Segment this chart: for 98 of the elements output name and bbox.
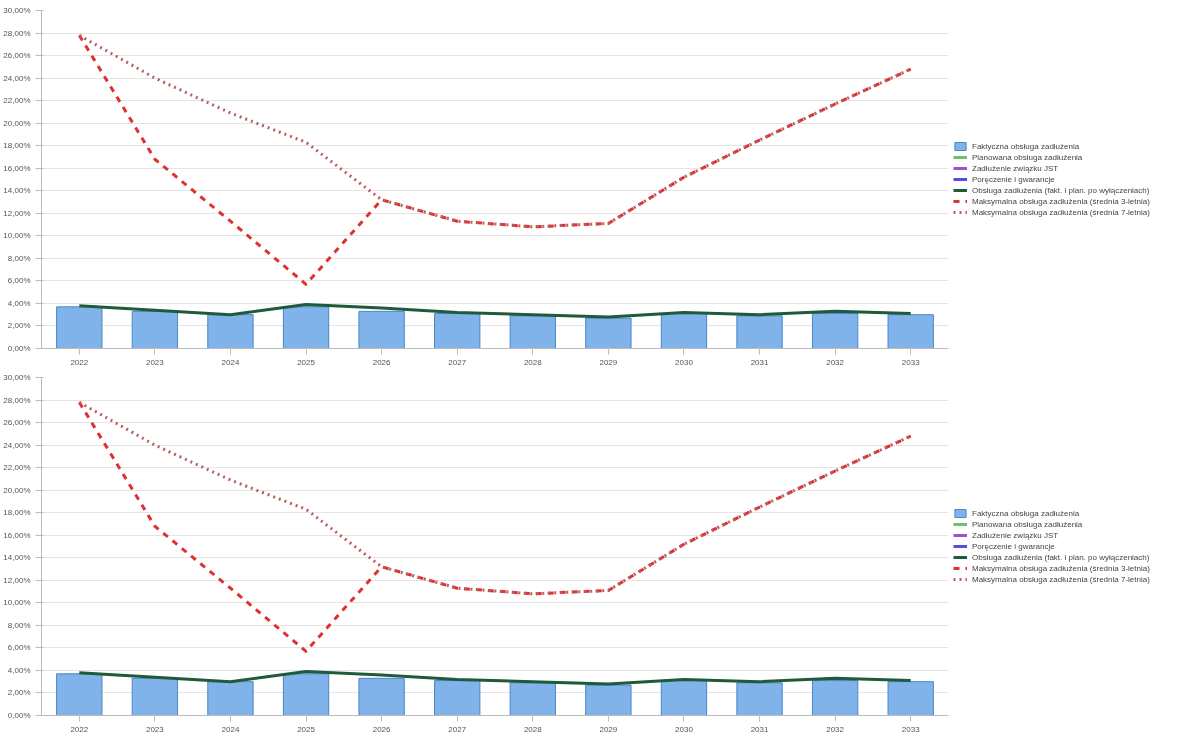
legend-label: Faktyczna obsługa zadłużenia <box>972 508 1080 518</box>
line-series <box>77 33 913 286</box>
x-tick-label: 2033 <box>901 724 921 734</box>
y-tick-label: 24,00% <box>3 440 31 450</box>
y-tick-label: 28,00% <box>3 395 31 405</box>
bar <box>56 673 103 716</box>
bar <box>660 313 708 349</box>
bar <box>887 314 934 349</box>
y-tick-label: 14,00% <box>3 186 31 196</box>
bar <box>585 684 632 716</box>
bar <box>282 306 330 349</box>
bar <box>207 314 254 349</box>
legend-label: Maksymalna obsługa zadłużenia (średnia 7-letnia) <box>972 207 1150 217</box>
y-tick-label: 30,00% <box>3 373 31 382</box>
x-tick-label: 2023 <box>145 357 165 367</box>
y-tick-label: 26,00% <box>3 51 31 61</box>
legend-label: Planowana obsługa zadłużenia <box>972 519 1083 529</box>
y-tick-label: 10,00% <box>3 598 31 608</box>
x-tick-label: 2026 <box>372 724 392 734</box>
y-tick-label: 30,00% <box>3 6 31 15</box>
line-series <box>77 670 913 686</box>
x-tick-label: 2027 <box>448 357 467 367</box>
y-tick-label: 18,00% <box>3 141 31 151</box>
y-tick-label: 6,00% <box>7 276 31 286</box>
line-series <box>77 303 913 319</box>
y-tick-label: 12,00% <box>3 575 31 585</box>
legend-label: Maksymalna obsługa zadłużenia (średnia 3-letnia) <box>972 563 1150 573</box>
y-tick-label: 16,00% <box>3 163 31 173</box>
bar <box>434 680 481 716</box>
x-tick-label: 2028 <box>523 724 543 734</box>
y-tick-label: 8,00% <box>7 620 31 630</box>
x-tick-label: 2032 <box>826 724 845 734</box>
x-tick-label: 2033 <box>901 357 921 367</box>
x-tick-label: 2026 <box>372 357 392 367</box>
y-tick-label: 26,00% <box>3 418 31 428</box>
bar <box>585 317 632 349</box>
y-tick-label: 4,00% <box>7 665 31 675</box>
legend-label: Planowana obsługa zadłużenia <box>972 152 1083 162</box>
x-tick-label: 2029 <box>599 724 618 734</box>
y-tick-label: 4,00% <box>7 298 31 308</box>
y-tick-label: 6,00% <box>7 643 31 653</box>
y-tick-label: 28,00% <box>3 28 31 38</box>
x-tick-label: 2025 <box>297 724 316 734</box>
bar <box>358 677 405 716</box>
bar <box>736 315 783 349</box>
bar <box>56 306 103 349</box>
bar <box>509 315 556 349</box>
x-tick-label: 2030 <box>675 357 694 367</box>
x-tick-label: 2025 <box>297 357 316 367</box>
legend-label: Zadłużenie związku JST <box>972 163 1059 173</box>
x-tick-label: 2031 <box>750 724 769 734</box>
y-tick-label: 10,00% <box>3 231 31 241</box>
bar <box>207 681 254 716</box>
line-series <box>77 400 913 653</box>
y-tick-label: 8,00% <box>7 253 31 263</box>
bar <box>434 313 481 349</box>
x-tick-label: 2022 <box>70 357 89 367</box>
x-tick-label: 2023 <box>145 724 165 734</box>
y-tick-label: 2,00% <box>7 688 31 698</box>
legend-label: Poręczenie i gwarancje <box>972 541 1055 551</box>
y-tick-label: 20,00% <box>3 485 31 495</box>
y-tick-label: 20,00% <box>3 118 31 128</box>
legend-label: Poręczenie i gwarancje <box>972 174 1055 184</box>
bar <box>131 310 179 349</box>
y-tick-label: 0,00% <box>7 711 31 720</box>
bar <box>736 682 783 716</box>
x-tick-label: 2028 <box>523 357 543 367</box>
bar <box>811 680 859 716</box>
x-tick-label: 2030 <box>675 724 694 734</box>
x-tick-label: 2027 <box>448 724 467 734</box>
bar <box>811 313 859 349</box>
legend-label: Obsługa zadłużenia (fakt. i plan. po wyłączeniach) <box>972 185 1150 195</box>
x-tick-label: 2022 <box>70 724 89 734</box>
legend-label: Maksymalna obsługa zadłużenia (średnia 7-letnia) <box>972 574 1150 584</box>
legend-label: Zadłużenie związku JST <box>972 530 1059 540</box>
bar <box>358 310 405 349</box>
legend-label: Maksymalna obsługa zadłużenia (średnia 3-letnia) <box>972 196 1150 206</box>
bar <box>660 680 708 716</box>
y-tick-label: 0,00% <box>7 344 31 353</box>
bar <box>509 682 556 716</box>
y-tick-label: 22,00% <box>3 463 31 473</box>
y-tick-label: 16,00% <box>3 530 31 540</box>
y-tick-label: 18,00% <box>3 508 31 518</box>
y-tick-label: 2,00% <box>7 321 31 331</box>
bar <box>887 681 934 716</box>
bar <box>131 677 179 716</box>
x-tick-label: 2024 <box>221 357 240 367</box>
x-tick-label: 2024 <box>221 724 240 734</box>
bar <box>282 673 330 716</box>
y-tick-label: 22,00% <box>3 96 31 106</box>
legend-label: Faktyczna obsługa zadłużenia <box>972 141 1080 151</box>
y-tick-label: 14,00% <box>3 553 31 563</box>
x-tick-label: 2031 <box>750 357 769 367</box>
legend-label: Obsługa zadłużenia (fakt. i plan. po wyłączeniach) <box>972 552 1150 562</box>
x-tick-label: 2029 <box>599 357 618 367</box>
y-tick-label: 12,00% <box>3 208 31 218</box>
y-tick-label: 24,00% <box>3 73 31 83</box>
x-tick-label: 2032 <box>826 357 845 367</box>
